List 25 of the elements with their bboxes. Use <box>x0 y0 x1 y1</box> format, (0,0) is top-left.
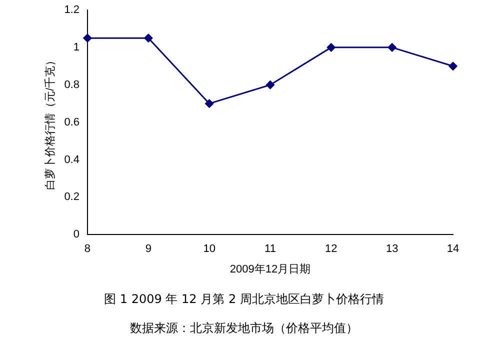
x-tick-label: 13 <box>386 243 398 256</box>
point <box>205 99 214 108</box>
y-tick-label: 0 <box>73 228 80 241</box>
y-tick-label: 0.8 <box>64 78 80 91</box>
x-axis-title: 2009年12月日期 <box>230 263 311 276</box>
x-tick-label: 12 <box>325 243 338 256</box>
source-note: 数据来源：北京新发地市场（价格平均值） <box>129 320 359 337</box>
y-tick-label: 0.2 <box>64 191 80 204</box>
x-tick-label: 11 <box>264 243 276 256</box>
point <box>144 34 153 42</box>
y-tick-label: 0.6 <box>64 116 80 128</box>
x-tick-label: 14 <box>446 243 460 256</box>
point <box>266 80 274 90</box>
x-tick-label: 9 <box>145 243 152 256</box>
y-tick-label: 0.4 <box>64 154 80 166</box>
point <box>388 43 396 52</box>
point <box>83 34 92 42</box>
y-tick-label: 1 <box>73 41 80 54</box>
x-tick-label: 8 <box>84 243 91 256</box>
y-axis-title: 白萝卜价格行情（元/千克） <box>44 54 57 190</box>
point <box>448 62 458 70</box>
x-tick-label: 10 <box>203 243 216 256</box>
text: 图 1 2009 年 12 月第 2 周北京地区白萝卜价格行情 <box>103 291 385 308</box>
point <box>326 43 336 52</box>
y-tick-label: 1.2 <box>64 4 80 16</box>
